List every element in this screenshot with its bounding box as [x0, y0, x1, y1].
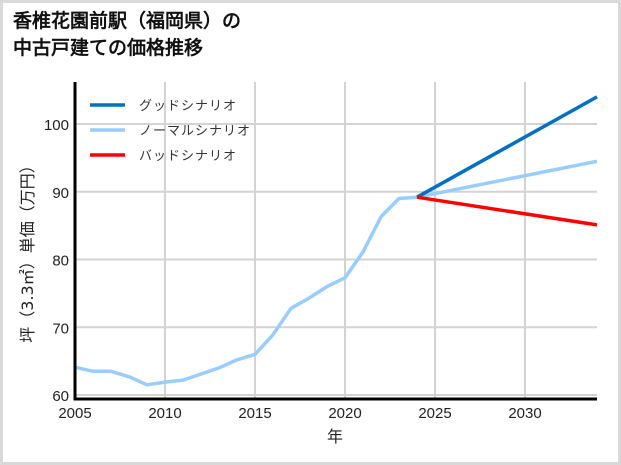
y-tick-label: 90	[52, 185, 69, 202]
x-tick-label: 2010	[148, 405, 181, 422]
x-axis-label: 年	[327, 427, 343, 446]
x-tick-label: 2015	[238, 405, 271, 422]
grid-lines	[74, 82, 597, 399]
x-tick-label: 2020	[328, 405, 361, 422]
chart-title: 香椎花園前駅（福岡県）の 中古戸建ての価格推移	[13, 8, 241, 62]
x-axis-ticks: 2005 2010 2015 2020 2025 2030	[58, 405, 541, 422]
y-tick-label: 100	[44, 117, 69, 134]
x-tick-label: 2005	[58, 405, 91, 422]
y-axis-ticks: 60 70 80 90 100	[44, 117, 69, 405]
chart-title-line-1: 香椎花園前駅（福岡県）の	[13, 10, 242, 32]
x-tick-label: 2030	[508, 405, 541, 422]
y-axis-label: 坪（3.3㎡）単価（万円）	[18, 157, 37, 342]
chart-title-line-2: 中古戸建ての価格推移	[13, 37, 204, 59]
series-line	[74, 159, 598, 387]
legend-label: ノーマルシナリオ	[139, 124, 251, 139]
legend-label: バッドシナリオ	[139, 149, 237, 164]
series-line	[416, 195, 598, 227]
y-tick-label: 80	[52, 253, 69, 270]
data-series	[74, 95, 598, 387]
y-tick-label: 70	[52, 320, 69, 337]
series-line	[416, 95, 598, 199]
legend-label: グッドシナリオ	[139, 99, 237, 114]
axes	[73, 82, 597, 401]
x-tick-label: 2025	[418, 405, 451, 422]
y-tick-label: 60	[52, 388, 69, 405]
